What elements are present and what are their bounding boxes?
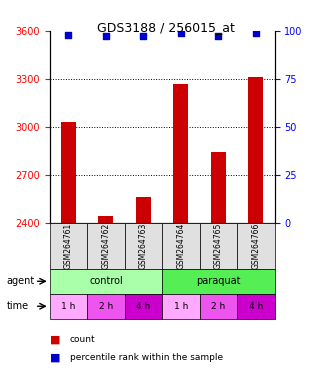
Text: 2 h: 2 h [99, 302, 113, 311]
FancyBboxPatch shape [200, 223, 237, 269]
Text: 1 h: 1 h [61, 302, 75, 311]
Point [141, 33, 146, 40]
Text: control: control [89, 276, 123, 286]
Point [253, 30, 259, 36]
FancyBboxPatch shape [50, 294, 87, 319]
Text: 1 h: 1 h [174, 302, 188, 311]
Bar [173, 84, 188, 223]
Bar [61, 122, 76, 223]
Text: 4 h: 4 h [249, 302, 263, 311]
Text: GSM264766: GSM264766 [252, 223, 260, 269]
Text: ■: ■ [50, 353, 60, 363]
Point [178, 30, 184, 36]
Text: 2 h: 2 h [211, 302, 226, 311]
Text: count: count [70, 335, 95, 344]
FancyBboxPatch shape [50, 223, 87, 269]
Text: GSM264763: GSM264763 [139, 223, 148, 269]
Text: ■: ■ [50, 335, 60, 345]
Point [66, 31, 71, 38]
FancyBboxPatch shape [162, 294, 200, 319]
FancyBboxPatch shape [237, 294, 275, 319]
Text: GDS3188 / 256015_at: GDS3188 / 256015_at [97, 21, 234, 34]
Text: GSM264762: GSM264762 [101, 223, 111, 269]
Text: GSM264764: GSM264764 [176, 223, 185, 269]
Text: 4 h: 4 h [136, 302, 151, 311]
Bar [249, 77, 263, 223]
Text: paraquat: paraquat [196, 276, 241, 286]
FancyBboxPatch shape [162, 269, 275, 294]
Point [216, 33, 221, 40]
Point [103, 33, 109, 40]
FancyBboxPatch shape [162, 223, 200, 269]
Text: time: time [7, 301, 29, 311]
FancyBboxPatch shape [87, 223, 125, 269]
Text: GSM264765: GSM264765 [214, 223, 223, 269]
FancyBboxPatch shape [200, 294, 237, 319]
Bar [136, 197, 151, 223]
FancyBboxPatch shape [125, 294, 162, 319]
FancyBboxPatch shape [50, 269, 162, 294]
FancyBboxPatch shape [87, 294, 125, 319]
FancyBboxPatch shape [237, 223, 275, 269]
Bar [98, 216, 114, 223]
Text: GSM264761: GSM264761 [64, 223, 73, 269]
Bar [211, 152, 226, 223]
Text: percentile rank within the sample: percentile rank within the sample [70, 353, 223, 362]
FancyBboxPatch shape [125, 223, 162, 269]
Text: agent: agent [7, 276, 35, 286]
